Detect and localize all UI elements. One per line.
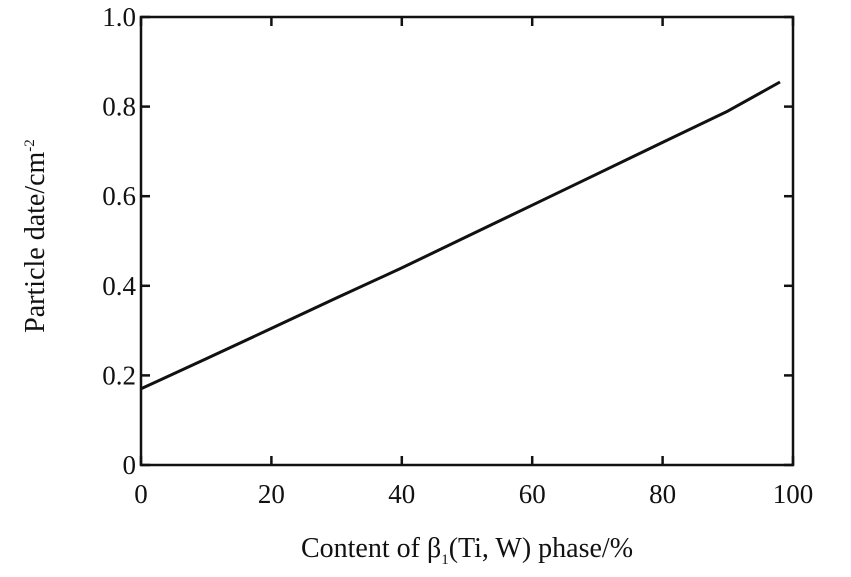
- series-line: [140, 80, 781, 391]
- y-axis-title-main: Particle date/cm: [20, 151, 51, 332]
- x-axis-title-subscript: 1: [441, 552, 449, 568]
- y-tick-label: 1.0: [102, 2, 136, 32]
- tick-labels: 0 20 40 60 80 100 0 0.2 0.4 0.6 0.8 1.0: [102, 2, 813, 509]
- y-tick-label: 0: [123, 450, 137, 480]
- y-tick-label: 0.6: [102, 181, 136, 211]
- x-tick-label: 40: [388, 479, 415, 509]
- x-axis-title: Content of β1(Ti, W) phase/%: [301, 533, 633, 568]
- y-axis-title-superscript: -2: [22, 139, 38, 152]
- plot-frame: [139, 15, 795, 467]
- y-tick-label: 0.2: [102, 360, 136, 390]
- x-tick-label: 20: [258, 479, 285, 509]
- y-tick-label: 0.8: [102, 92, 136, 122]
- x-axis-title-suffix: (Ti, W) phase/%: [449, 533, 633, 564]
- x-axis-title-prefix: Content of β: [301, 533, 441, 564]
- x-tick-label: 0: [134, 479, 148, 509]
- x-tick-label: 100: [773, 479, 814, 509]
- y-axis-title: Particle date/cm-2: [20, 139, 51, 333]
- y-tick-label: 0.4: [102, 271, 136, 301]
- x-tick-label: 80: [649, 479, 676, 509]
- x-tick-label: 60: [519, 479, 546, 509]
- tick-marks: [139, 15, 795, 467]
